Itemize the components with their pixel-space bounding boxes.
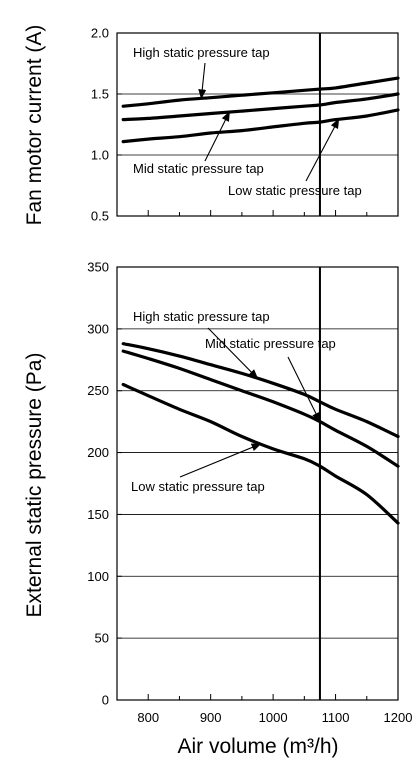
current-chart-annotation-high: High static pressure tap	[133, 45, 270, 60]
pressure-chart-x-tick-label: 1100	[322, 710, 350, 725]
pressure-chart-series-mid-line	[121, 349, 400, 468]
pressure-chart-series-low-line	[121, 382, 400, 525]
current-chart-plot-frame	[116, 32, 399, 217]
pressure-chart-annotation-arrow-low	[179, 443, 262, 478]
current-chart-annotation-mid: Mid static pressure tap	[133, 161, 264, 176]
pressure-chart-x-axis-title: Air volume (m³/h)	[177, 735, 338, 758]
pressure-chart-x-tick-labels: 800 900 1000 1100 1200	[137, 710, 412, 725]
pressure-chart-y-tick-label: 300	[87, 321, 109, 336]
pressure-chart-annotation-high: High static pressure tap	[133, 309, 270, 324]
pressure-chart-series	[121, 342, 400, 525]
current-chart-annotation-arrow-mid	[204, 111, 230, 162]
current-chart-annotations: High static pressure tap Mid static press…	[133, 45, 362, 198]
pressure-chart-x-tick-label: 800	[137, 710, 159, 725]
pressure-chart-y-tick-label: 150	[87, 507, 109, 522]
pressure-chart-x-tick-label: 900	[200, 710, 222, 725]
pressure-chart-x-tick-label: 1200	[384, 710, 413, 725]
current-chart-annotation-low: Low static pressure tap	[228, 183, 362, 198]
pressure-chart-ticks	[117, 266, 399, 701]
pressure-chart-y-tick-label: 0	[102, 693, 109, 708]
pressure-chart-y-tick-labels: 0 50 100 150 200 250 300 350	[87, 260, 109, 708]
pressure-chart-y-tick-label: 50	[95, 631, 109, 646]
pressure-chart-series-high-line	[121, 342, 400, 439]
current-chart-series-low-line	[121, 108, 400, 144]
current-chart-y-tick-label: 2.0	[91, 26, 109, 41]
pressure-chart-annotation-arrow-high	[207, 327, 259, 380]
pressure-chart-annotation-arrow-mid	[287, 356, 321, 423]
pressure-chart-y-tick-label: 350	[87, 260, 109, 275]
pressure-chart-x-tick-label: 1000	[259, 710, 288, 725]
current-chart-annotation-arrow-low	[305, 118, 340, 182]
current-chart-y-tick-label: 1.0	[91, 148, 109, 163]
pressure-chart-annotation-mid: Mid static pressure tap	[205, 336, 336, 351]
current-chart-series	[121, 76, 400, 144]
current-chart-series-mid-line	[121, 92, 400, 122]
current-chart-y-tick-label: 1.5	[91, 87, 109, 102]
pressure-chart: 0 50 100 150 200 250 300 350 800 900 1000 1100 1200…	[23, 260, 412, 759]
current-chart-series-high-line	[121, 76, 400, 108]
pressure-chart-gridlines	[117, 328, 398, 639]
pressure-chart-y-tick-label: 200	[87, 445, 109, 460]
current-chart-y-tick-label: 0.5	[91, 209, 109, 224]
current-chart: 0.5 1.0 1.5 2.0 High static pressure tap Mid…	[23, 25, 400, 226]
current-chart-y-axis-title: Fan motor current (A)	[23, 25, 46, 226]
pressure-chart-annotations: High static pressure tap Mid static press…	[131, 309, 336, 494]
pressure-chart-plot-frame	[116, 266, 399, 701]
current-chart-y-tick-labels: 0.5 1.0 1.5 2.0	[91, 26, 109, 224]
pressure-chart-annotation-low: Low static pressure tap	[131, 479, 265, 494]
current-chart-annotation-arrow-high	[198, 62, 207, 100]
pressure-chart-y-axis-title: External static pressure (Pa)	[23, 353, 46, 618]
pressure-chart-y-tick-label: 250	[87, 383, 109, 398]
pressure-chart-y-tick-label: 100	[87, 569, 109, 584]
